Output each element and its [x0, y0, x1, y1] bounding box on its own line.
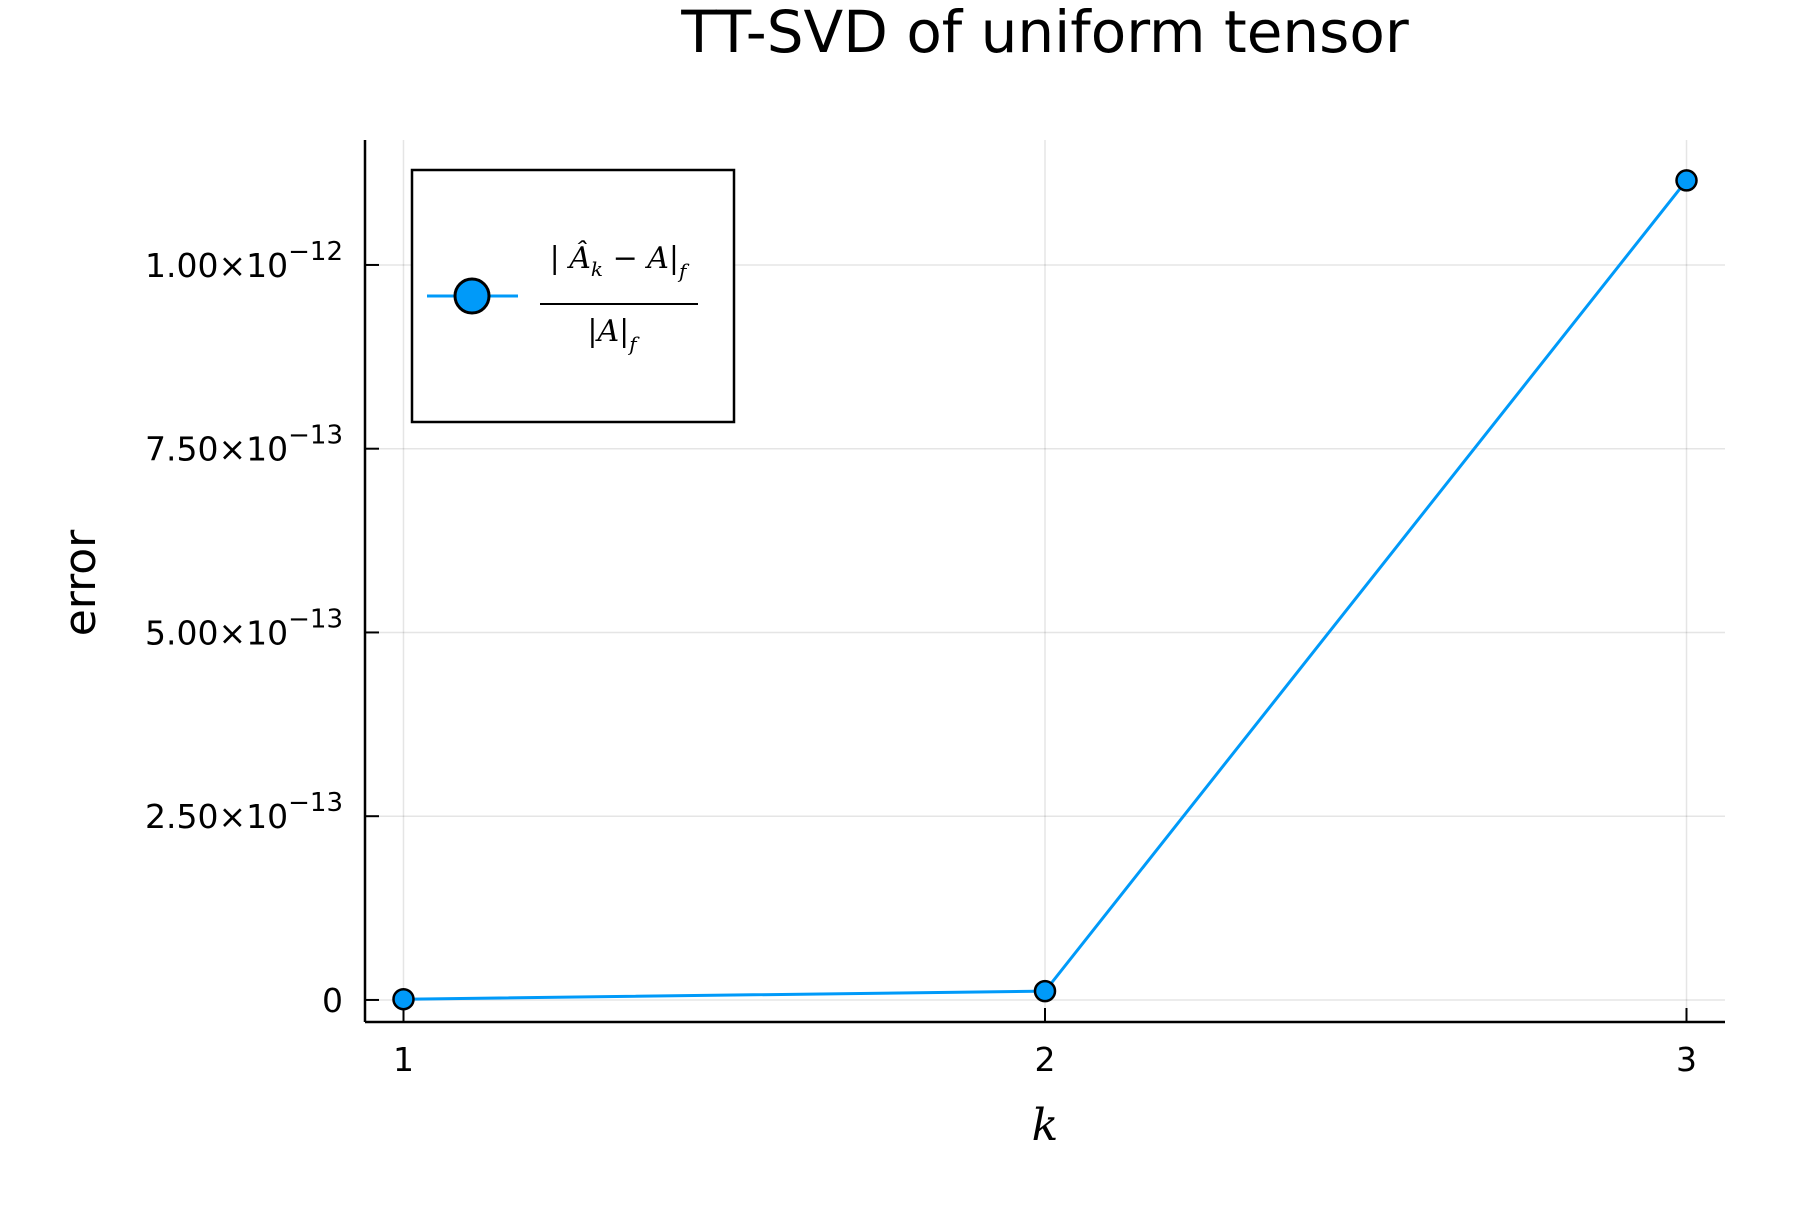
y-tick-label: 5.00×10−13 [145, 604, 343, 652]
data-point [1675, 169, 1698, 192]
y-tick-exponent: −13 [288, 604, 343, 634]
y-tick-label: 1.00×10−12 [145, 237, 343, 285]
legend-num-mid: − A [603, 241, 669, 276]
y-tick-exponent: −13 [288, 421, 343, 451]
y-tick-exponent: −12 [288, 237, 343, 267]
legend-numerator: | Âk − A|f [550, 240, 690, 283]
y-tick-mantissa: 2.50×10 [145, 797, 288, 836]
legend-den-body: |A| [587, 314, 629, 349]
y-tick-mantissa: 0 [322, 981, 343, 1020]
chart-title: TT-SVD of uniform tensor [680, 0, 1409, 66]
data-point [392, 987, 415, 1011]
y-tick-mantissa: 7.50×10 [145, 430, 288, 469]
legend: | Âk − A|f |A|f [410, 168, 736, 424]
y-tick-mantissa: 1.00×10 [145, 246, 288, 285]
y-ticks: 02.50×10−135.00×10−137.50×10−131.00×10−1… [145, 237, 379, 1020]
y-axis-label: error [55, 529, 106, 636]
x-tick-label: 3 [1676, 1040, 1697, 1079]
x-axis-label: k [1032, 1100, 1059, 1151]
legend-num-open: | [550, 241, 570, 276]
data-point [1033, 979, 1057, 1003]
series [392, 169, 1698, 1011]
y-tick-label: 0 [322, 981, 343, 1020]
y-tick-mantissa: 5.00×10 [145, 613, 288, 652]
legend-num-hat: Â [566, 240, 591, 276]
legend-num-sub: k [591, 257, 603, 281]
x-tick-label: 1 [393, 1040, 414, 1079]
x-ticks: 1 2 3 [393, 1008, 1697, 1079]
y-tick-exponent: −13 [288, 788, 343, 818]
legend-num-close: | [669, 241, 679, 276]
y-tick-label: 7.50×10−13 [145, 421, 343, 469]
x-tick-label: 2 [1035, 1040, 1056, 1079]
legend-marker-sample [453, 277, 491, 315]
y-tick-label: 2.50×10−13 [145, 788, 343, 836]
